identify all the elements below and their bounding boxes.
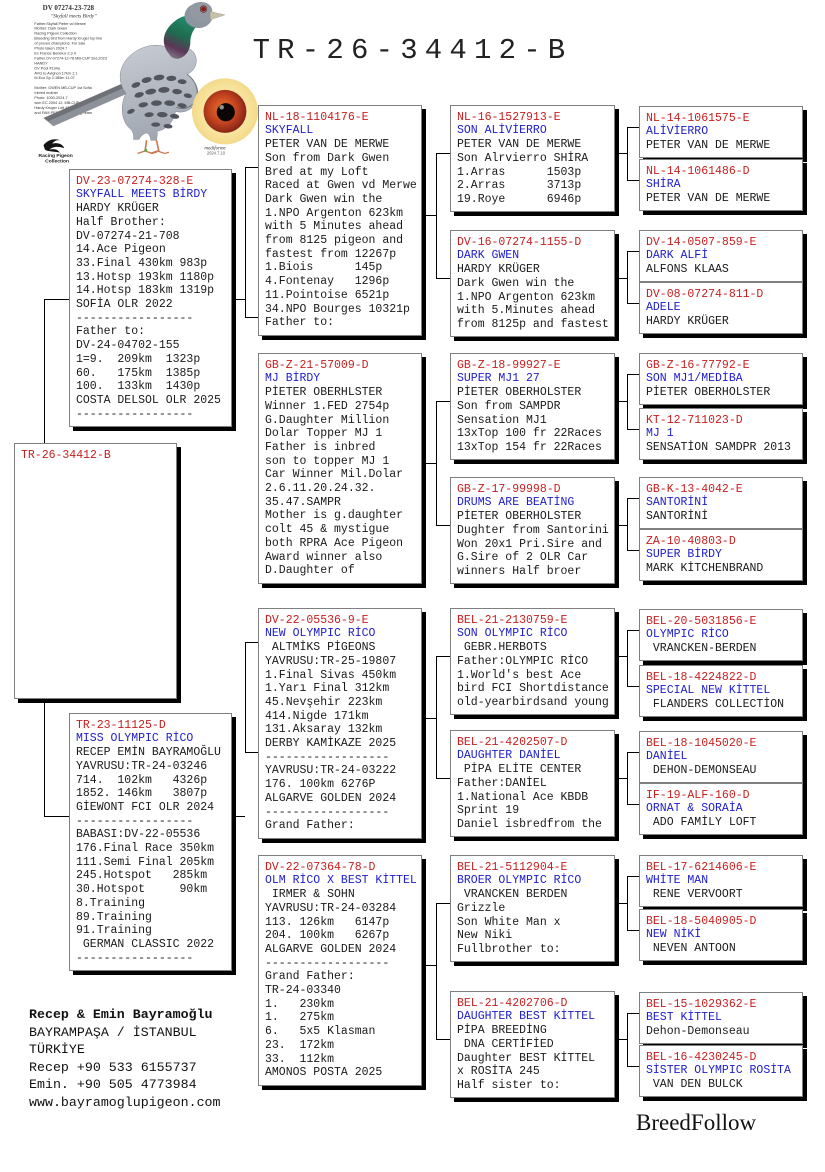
svg-text:Mother: Dark Gwen: Mother: Dark Gwen	[34, 27, 67, 31]
svg-text:Photo taken 2024.7: Photo taken 2024.7	[34, 47, 67, 51]
svg-text:Photo: 1000-2024.7: Photo: 1000-2024.7	[34, 96, 67, 100]
svg-text:Racing Pigeon Collection: Racing Pigeon Collection	[34, 32, 76, 36]
svg-text:Racing Pigeon: Racing Pigeon	[39, 153, 73, 159]
svg-text:HANDY: HANDY	[34, 61, 48, 65]
svg-text:DV Pool #134a: DV Pool #134a	[34, 66, 60, 70]
svg-text:Inbred mother: Inbred mother	[34, 91, 58, 95]
svg-text:AVG to Avignon 17km 1:1: AVG to Avignon 17km 1:1	[34, 71, 77, 75]
svg-text:Breeding bird from Hardy Kruge: Breeding bird from Hardy Kruger top line	[34, 37, 102, 41]
svg-text:DV 07274-23-728: DV 07274-23-728	[43, 4, 95, 12]
svg-text:"Skyfall meets Birdy": "Skyfall meets Birdy"	[51, 12, 97, 19]
svg-text:of proven champions. For sale: of proven champions. For sale	[34, 42, 85, 46]
svg-text:Mother: GWEN MB-CUP 1st Sofia: Mother: GWEN MB-CUP 1st Sofia	[34, 86, 92, 90]
svg-text:M.Eco Sp 1:185m 11.07: M.Eco Sp 1:185m 11.07	[34, 76, 74, 80]
svg-text:2024.7.10: 2024.7.10	[207, 150, 226, 155]
svg-text:Father DV-07274-12-78 MB-CUP 2: Father DV-07274-12-78 MB-CUP 2nd,2023	[34, 56, 106, 60]
svg-text:Ex France Benelux 2.3.4: Ex France Benelux 2.3.4	[34, 51, 75, 55]
svg-text:Father:Skyfall Pieter vd Merw: Father:Skyfall Pieter vd Merwe	[34, 22, 86, 26]
svg-text:Collection: Collection	[45, 159, 69, 165]
